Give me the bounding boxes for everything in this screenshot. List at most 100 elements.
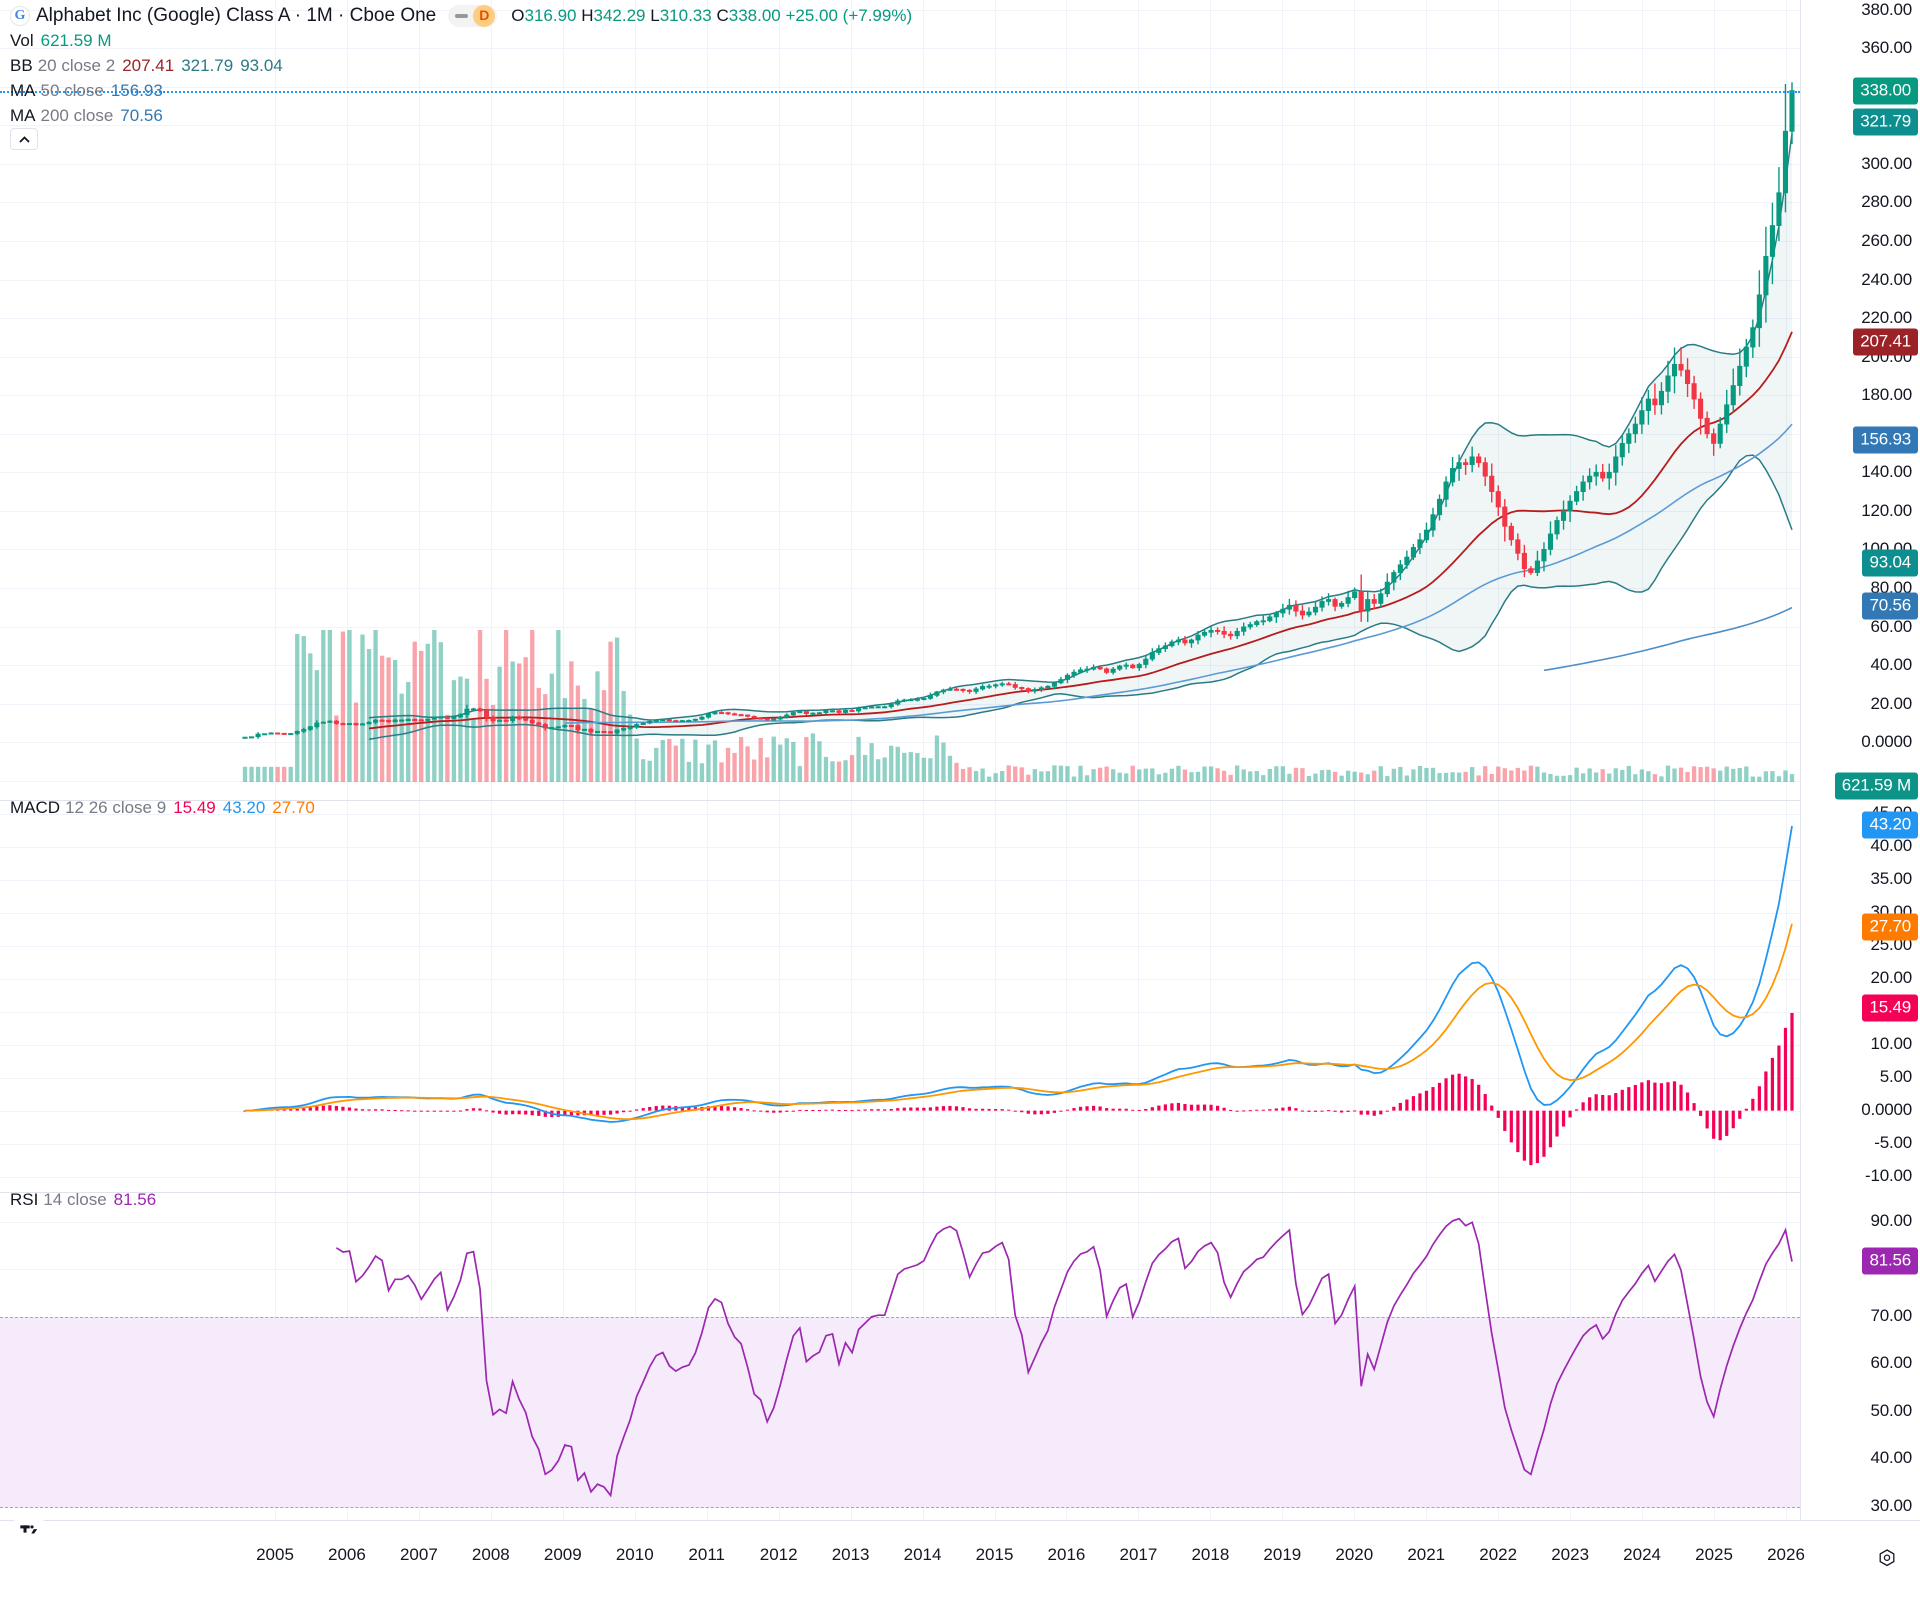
- gridline: [0, 742, 1800, 744]
- rsi-legend[interactable]: RSI 14 close 81.56: [10, 1187, 156, 1212]
- gridline: [418, 801, 420, 1192]
- rsi-threshold-line: [0, 1506, 1800, 1508]
- time-axis[interactable]: 2005 2006 2007 2008 2009 2010 2011 2012 2013 2014…: [0, 1520, 1920, 1600]
- gridline: [0, 1044, 1800, 1046]
- time-axis-tick: 2007: [399, 1545, 438, 1564]
- gridline: [1426, 0, 1428, 800]
- time-axis-tick: 2010: [615, 1545, 654, 1564]
- gridline: [1570, 0, 1572, 800]
- price-axis-tick: 380.00: [1861, 0, 1912, 19]
- gridline: [922, 0, 924, 800]
- gridline: [562, 801, 564, 1192]
- gridline: [1066, 801, 1068, 1192]
- gridline: [1354, 801, 1356, 1192]
- macd-axis-tick: -10.00: [1864, 1165, 1912, 1185]
- bb-lower-value: 93.04: [240, 56, 283, 75]
- volume-legend[interactable]: Vol 621.59 M: [10, 28, 912, 53]
- price-axis-tick: 240.00: [1861, 269, 1912, 289]
- settings-gear-icon[interactable]: [1876, 1548, 1898, 1570]
- macd-axis-tick: -5.00: [1874, 1132, 1912, 1152]
- rsi-axis-tick: 90.00: [1870, 1210, 1912, 1230]
- gridline: [418, 0, 420, 800]
- bb-legend[interactable]: BB 20 close 2 207.41 321.79 93.04: [10, 53, 912, 78]
- gear-glyph: [1879, 1549, 1895, 1567]
- macd-axis-tick: 35.00: [1870, 869, 1912, 889]
- price-axis-tick: 360.00: [1861, 38, 1912, 58]
- gridline: [1282, 0, 1284, 800]
- price-axis-tick: 60.00: [1870, 616, 1912, 636]
- gridline: [0, 318, 1800, 320]
- rsi-axis-badge[interactable]: 81.56: [1862, 1247, 1918, 1275]
- ohlc-values: O316.90 H342.29 L310.33 C338.00 +25.00 (…: [511, 3, 912, 28]
- gridline: [0, 472, 1800, 474]
- ma50-label: MA: [10, 81, 36, 100]
- rsi-label: RSI: [10, 1190, 39, 1209]
- open-value: 316.90: [524, 6, 577, 25]
- macd-series-layer: [243, 825, 1794, 1166]
- gridline: [275, 801, 276, 1192]
- gridline: [490, 801, 492, 1192]
- price-axis-badge[interactable]: 321.79: [1853, 108, 1918, 136]
- ma50-legend[interactable]: MA 50 close 156.93: [10, 78, 912, 103]
- price-axis-badge[interactable]: 93.04: [1862, 549, 1918, 577]
- macd-label: MACD: [10, 798, 61, 817]
- time-axis-tick: 2025: [1695, 1545, 1733, 1564]
- symbol-title[interactable]: Alphabet Inc (Google) Class A · 1M · Cbo…: [36, 5, 437, 26]
- macd-axis-badge[interactable]: 43.20: [1862, 811, 1918, 839]
- gridline: [0, 1077, 1800, 1079]
- bb-upper-line: [368, 133, 1793, 721]
- gridline: [0, 395, 1800, 397]
- gridline: [0, 1221, 1800, 1223]
- time-axis-tick: 2006: [328, 1545, 366, 1564]
- price-axis[interactable]: 380.00360.00340.00320.00300.00280.00260.…: [1800, 0, 1920, 1520]
- session-pill[interactable]: D: [448, 4, 498, 27]
- gridline: [0, 1176, 1800, 1178]
- ma200-legend[interactable]: MA 200 close 70.56: [10, 103, 912, 128]
- rsi-pane[interactable]: [0, 1192, 1800, 1520]
- price-axis-tick: 180.00: [1861, 385, 1912, 405]
- macd-axis-tick: 10.00: [1870, 1033, 1912, 1053]
- price-axis-badge[interactable]: 70.56: [1862, 592, 1918, 620]
- price-axis-tick: 280.00: [1861, 192, 1912, 212]
- gridline: [0, 9, 1800, 11]
- macd-axis-badge[interactable]: 15.49: [1862, 994, 1918, 1022]
- gridline: [0, 814, 1800, 816]
- gridline: [1642, 0, 1644, 800]
- time-axis-tick: 2016: [1047, 1545, 1086, 1564]
- open-label: O: [511, 6, 525, 25]
- macd-legend[interactable]: MACD 12 26 close 9 15.49 43.20 27.70: [10, 795, 315, 820]
- gridline: [778, 0, 780, 800]
- gridline: [0, 913, 1800, 914]
- chevron-up-icon[interactable]: [10, 128, 38, 150]
- gridline: [0, 240, 1800, 242]
- price-axis-tick: 40.00: [1870, 655, 1912, 675]
- price-series-layer: [242, 82, 1795, 782]
- macd-axis-tick: 5.00: [1879, 1066, 1912, 1086]
- macd-pane[interactable]: [0, 800, 1800, 1192]
- change-value: +25.00 (+7.99%): [785, 6, 913, 25]
- close-label: C: [716, 6, 729, 25]
- gridline: [1786, 0, 1787, 800]
- gridline: [778, 801, 780, 1192]
- price-axis-badge[interactable]: 156.93: [1853, 426, 1918, 454]
- gridline: [0, 48, 1800, 50]
- bb-params: 20 close 2: [37, 56, 116, 75]
- gridline: [1282, 801, 1284, 1192]
- candlestick-series[interactable]: [242, 82, 1795, 739]
- gridline: [1498, 801, 1500, 1192]
- rsi-axis-tick: 60.00: [1870, 1353, 1912, 1373]
- gridline: [706, 0, 708, 800]
- price-axis-badge[interactable]: 207.41: [1853, 328, 1918, 356]
- gridline: [1138, 0, 1140, 800]
- price-axis-badge[interactable]: 338.00: [1853, 77, 1918, 105]
- rsi-line: [335, 1217, 1793, 1498]
- price-axis-badge[interactable]: 621.59 M: [1834, 772, 1918, 800]
- price-pane[interactable]: [0, 0, 1800, 800]
- bb-upper-value: 321.79: [181, 56, 234, 75]
- gridline: [850, 801, 852, 1192]
- chevron-up-glyph: [18, 135, 30, 143]
- symbol-row[interactable]: G Alphabet Inc (Google) Class A · 1M · C…: [10, 3, 912, 28]
- macd-axis-badge[interactable]: 27.70: [1862, 913, 1918, 941]
- tradingview-logo-icon[interactable]: [12, 1512, 46, 1546]
